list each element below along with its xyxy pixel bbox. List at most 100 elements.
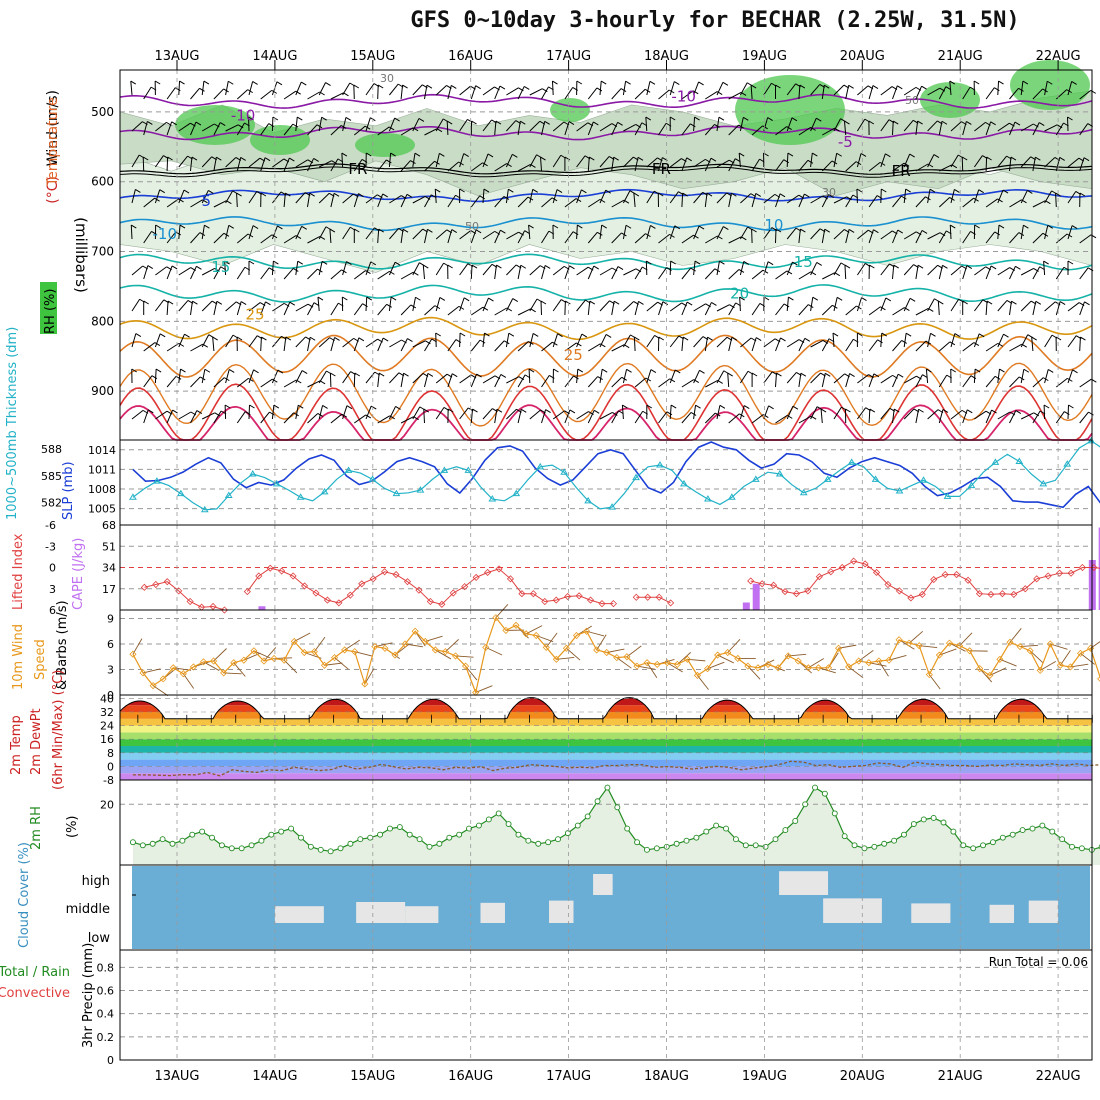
wind-barb (424, 85, 428, 100)
wind-barb-flag (216, 300, 223, 305)
temp-line (119, 697, 1092, 720)
isotherm-line (119, 383, 1093, 441)
wind-barb (318, 192, 330, 204)
wind-barb-flag (966, 265, 973, 270)
li-marker (884, 580, 892, 589)
wind-barb (739, 296, 741, 312)
wind-barb-flag (1038, 122, 1045, 126)
wind-barb (307, 193, 311, 208)
wind-barb (564, 231, 574, 244)
wind-barb (528, 368, 531, 384)
wind-barb (1032, 377, 1044, 388)
rh-marker (475, 822, 482, 829)
rh-marker (159, 836, 166, 843)
wind-barb-flag (370, 405, 377, 410)
wind-barb-flag (265, 301, 271, 306)
wind-barb-flag (277, 225, 283, 230)
wind10m-barb (545, 632, 558, 648)
wind-barb-flag (155, 368, 162, 373)
wind-barb-flag (1035, 300, 1042, 305)
wind-barb-flag (459, 332, 466, 337)
wind-barb-flag (1043, 404, 1050, 409)
wind-barb (903, 375, 917, 384)
wind-barb (470, 229, 477, 244)
wind-barb-flag (823, 84, 830, 89)
wind-barb (435, 85, 447, 96)
wind-barb (985, 375, 996, 388)
wind-barb-flag (184, 333, 190, 338)
wind-speed-marker (310, 648, 318, 656)
cloud-patch (356, 902, 406, 923)
wind-barb-flag (743, 260, 750, 265)
wind-barb-flag (577, 368, 584, 373)
rh-marker (802, 801, 809, 808)
wind-speed-marker (1097, 675, 1100, 682)
wind-barb (506, 120, 517, 132)
rh-marker (426, 843, 433, 850)
rh-marker (1039, 822, 1046, 829)
wind10m-barb (294, 632, 311, 642)
wind-barb-flag (751, 228, 757, 233)
wind-barb (178, 369, 182, 384)
wind-barb-flag (634, 336, 640, 341)
wind-barb-flag (313, 157, 319, 162)
li-marker (655, 593, 663, 601)
wind-barb-flag (386, 303, 392, 308)
wind-barb (623, 156, 634, 168)
wind-barb (295, 117, 298, 132)
wind-barb-flag (674, 81, 680, 86)
day-label-top: 15AUG (350, 49, 395, 64)
wind-barb (810, 372, 821, 384)
isotherm-label: 20 (730, 284, 749, 302)
wind-speed-marker (663, 659, 671, 667)
wind-barb (307, 413, 319, 424)
wind-barb (529, 265, 541, 276)
wind-barb-flag (410, 160, 416, 165)
wind10m-barb (596, 634, 607, 651)
wind-barb (564, 409, 571, 424)
rh-marker (772, 836, 779, 843)
wind-speed-marker (966, 647, 974, 655)
cloud-patch (405, 906, 439, 923)
wind-barb (178, 155, 188, 168)
wind-barb (283, 193, 286, 208)
wind-barb (447, 305, 460, 316)
wind10m-barb (1029, 650, 1044, 664)
wind-barb (541, 230, 550, 244)
wind-barb (283, 412, 295, 424)
wind-barb-flag (1015, 410, 1022, 414)
rh-marker (999, 834, 1006, 841)
wind-barb (950, 409, 963, 420)
wind-barb-flag (589, 156, 595, 161)
wind-barb (845, 85, 850, 100)
wind-barb (552, 154, 562, 168)
wind-barb-flag (1059, 301, 1066, 305)
wind-speed-marker (653, 660, 661, 668)
wind-barb (892, 409, 895, 424)
wind-speed-marker (482, 643, 490, 651)
wind-barb-flag (228, 224, 235, 229)
wind-barb-flag (564, 156, 571, 161)
wind-speed-marker (673, 660, 681, 668)
wind-barb-flag (309, 336, 316, 341)
wind-barb (622, 369, 628, 384)
wind-barb (633, 336, 636, 352)
wind-barb (832, 332, 835, 348)
wind-barb (927, 298, 935, 312)
wind-speed-marker (129, 650, 137, 658)
wind-barb (143, 375, 153, 388)
rh-marker (782, 827, 789, 834)
wind-barb-flag (620, 88, 627, 93)
wind-barb (201, 267, 215, 276)
wind-barb-flag (463, 297, 470, 302)
wind-barb (423, 408, 425, 424)
rh-marker (812, 784, 818, 791)
wind-barb-flag (860, 153, 867, 157)
wind-barb (330, 125, 342, 136)
wind-barb (856, 407, 867, 420)
wind-barb-flag (329, 228, 336, 233)
wind-barb (178, 411, 192, 420)
wind-barb (880, 407, 891, 420)
wind-barb-flag (260, 192, 267, 197)
wind-barb-flag (147, 265, 154, 270)
